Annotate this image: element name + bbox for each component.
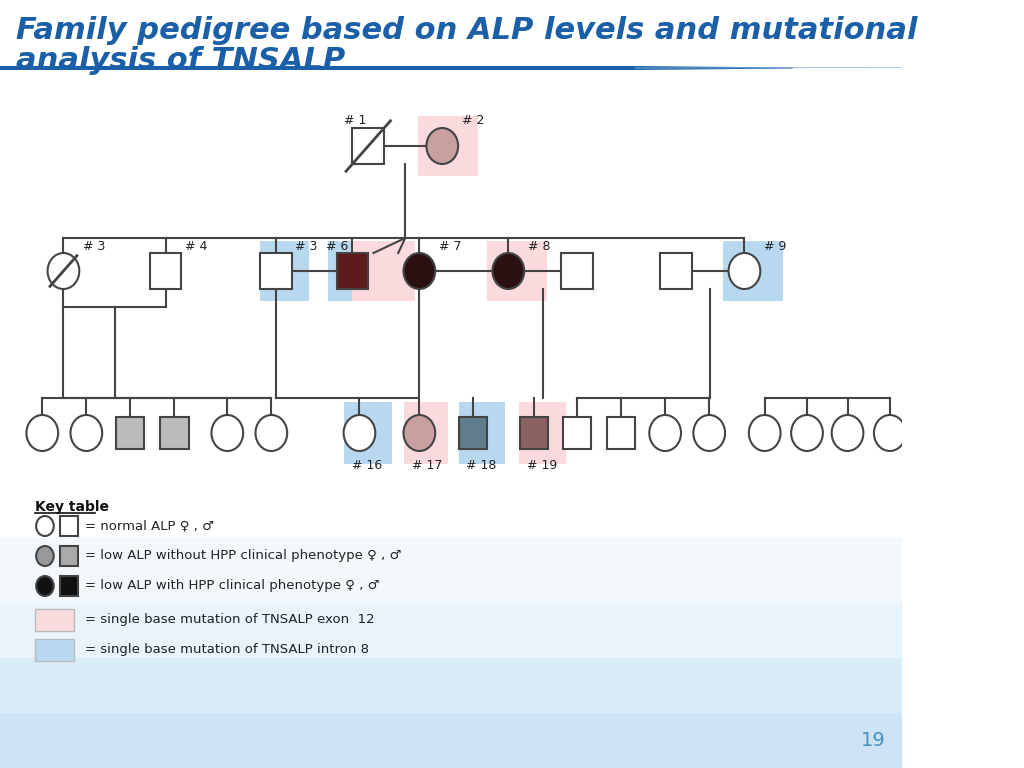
Text: Family pedigree based on ALP levels and mutational: Family pedigree based on ALP levels and … (15, 16, 918, 45)
FancyBboxPatch shape (117, 417, 144, 449)
Circle shape (649, 415, 681, 451)
Circle shape (831, 415, 863, 451)
Text: # 9: # 9 (764, 240, 786, 253)
Text: # 6: # 6 (326, 240, 348, 253)
FancyBboxPatch shape (60, 516, 78, 536)
Circle shape (493, 253, 524, 289)
Text: = low ALP without HPP clinical phenotype ♀ , ♂: = low ALP without HPP clinical phenotype… (85, 549, 401, 562)
Circle shape (403, 253, 435, 289)
Text: analysis of TNSALP: analysis of TNSALP (15, 46, 345, 75)
Circle shape (426, 128, 458, 164)
Circle shape (792, 415, 823, 451)
FancyBboxPatch shape (150, 253, 181, 289)
Circle shape (344, 415, 376, 451)
Text: # 8: # 8 (527, 240, 550, 253)
Circle shape (749, 415, 780, 451)
FancyBboxPatch shape (659, 253, 691, 289)
Text: # 16: # 16 (352, 459, 383, 472)
Polygon shape (0, 603, 902, 658)
Circle shape (36, 576, 53, 596)
Circle shape (873, 415, 905, 451)
FancyBboxPatch shape (519, 402, 566, 464)
FancyBboxPatch shape (563, 417, 591, 449)
FancyBboxPatch shape (336, 241, 415, 301)
FancyBboxPatch shape (328, 241, 352, 301)
Polygon shape (0, 538, 902, 603)
FancyBboxPatch shape (404, 402, 449, 464)
Text: # 7: # 7 (438, 240, 461, 253)
Text: Key table: Key table (35, 500, 110, 514)
Text: # 18: # 18 (466, 459, 497, 472)
FancyBboxPatch shape (35, 639, 74, 661)
Circle shape (71, 415, 102, 451)
Polygon shape (0, 658, 902, 713)
Text: # 1: # 1 (344, 114, 366, 127)
FancyBboxPatch shape (520, 417, 548, 449)
Text: # 3: # 3 (295, 240, 317, 253)
Text: 19: 19 (860, 731, 886, 750)
Text: = single base mutation of TNSALP exon  12: = single base mutation of TNSALP exon 12 (85, 614, 374, 627)
FancyBboxPatch shape (352, 128, 384, 164)
Circle shape (256, 415, 287, 451)
FancyBboxPatch shape (60, 546, 78, 566)
Text: = normal ALP ♀ , ♂: = normal ALP ♀ , ♂ (85, 519, 214, 532)
Circle shape (693, 415, 725, 451)
FancyBboxPatch shape (561, 253, 593, 289)
FancyBboxPatch shape (723, 241, 783, 301)
Circle shape (403, 415, 435, 451)
FancyBboxPatch shape (418, 116, 477, 176)
Polygon shape (0, 713, 902, 768)
FancyBboxPatch shape (161, 417, 188, 449)
FancyBboxPatch shape (344, 402, 392, 464)
FancyBboxPatch shape (459, 402, 505, 464)
Circle shape (27, 415, 58, 451)
Circle shape (36, 546, 53, 566)
Text: = single base mutation of TNSALP intron 8: = single base mutation of TNSALP intron … (85, 644, 369, 657)
Text: # 19: # 19 (526, 459, 557, 472)
Text: # 2: # 2 (462, 114, 484, 127)
Text: # 4: # 4 (185, 240, 208, 253)
FancyBboxPatch shape (35, 609, 74, 631)
FancyBboxPatch shape (337, 253, 369, 289)
Circle shape (47, 253, 79, 289)
Circle shape (211, 415, 243, 451)
FancyBboxPatch shape (260, 253, 292, 289)
FancyBboxPatch shape (260, 241, 309, 301)
Text: = low ALP with HPP clinical phenotype ♀ , ♂: = low ALP with HPP clinical phenotype ♀ … (85, 580, 379, 592)
Circle shape (729, 253, 760, 289)
Text: # 3: # 3 (83, 240, 105, 253)
FancyBboxPatch shape (607, 417, 635, 449)
Polygon shape (0, 66, 793, 70)
Circle shape (36, 516, 53, 536)
Text: # 17: # 17 (413, 459, 442, 472)
FancyBboxPatch shape (60, 576, 78, 596)
FancyBboxPatch shape (459, 417, 487, 449)
FancyBboxPatch shape (487, 241, 547, 301)
